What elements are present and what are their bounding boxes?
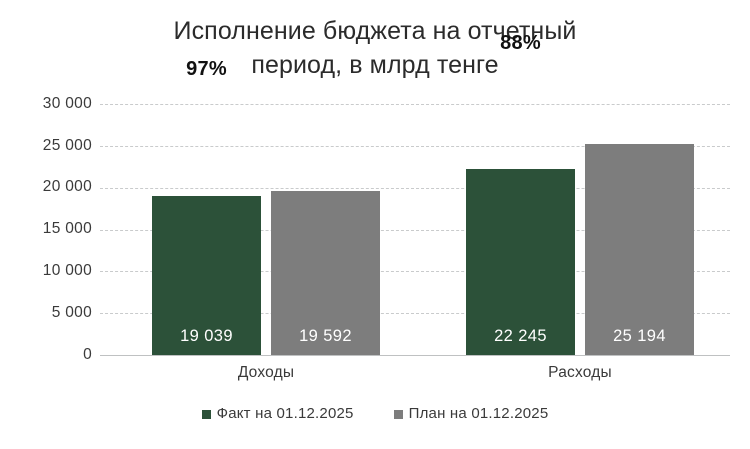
gridline-10000: [100, 271, 730, 272]
bar-value-dohody-plan: 19 592: [299, 327, 352, 345]
bar-dohody-plan[interactable]: 19 592: [271, 191, 380, 355]
legend-item-plan[interactable]: План на 01.12.2025: [393, 405, 549, 422]
gridline-25000: [100, 146, 730, 147]
y-axis-tick-0: 0: [83, 346, 92, 363]
legend-label-plan: План на 01.12.2025: [408, 405, 549, 422]
legend-swatch-fact-icon: [201, 409, 211, 419]
bar-rashody-plan[interactable]: 25 194: [585, 144, 694, 355]
axis-baseline: [100, 355, 730, 356]
bar-dohody-fact[interactable]: 19 039: [152, 196, 261, 355]
gridline-30000: [100, 104, 730, 105]
y-axis-tick-10000: 10 000: [42, 262, 92, 279]
bar-value-dohody-fact: 19 039: [180, 327, 233, 345]
bar-rashody-fact[interactable]: 22 245: [466, 169, 575, 355]
legend-label-fact: Факт на 01.12.2025: [216, 405, 354, 422]
y-axis-tick-20000: 20 000: [42, 178, 92, 195]
legend-swatch-plan-icon: [393, 409, 403, 419]
gridline-20000: [100, 188, 730, 189]
chart-legend: Факт на 01.12.2025 План на 01.12.2025: [0, 405, 750, 422]
annotation-dohody-percent: 97%: [186, 58, 227, 80]
gridline-15000: [100, 230, 730, 231]
y-axis-tick-15000: 15 000: [42, 220, 92, 237]
bar-value-rashody-fact: 22 245: [494, 327, 547, 345]
chart-title: Исполнение бюджета на отчетный период, в…: [173, 17, 577, 79]
x-axis-category-rashody: Расходы: [548, 364, 612, 381]
annotation-rashody-percent: 88%: [500, 32, 541, 54]
gridline-5000: [100, 313, 730, 314]
legend-item-fact[interactable]: Факт на 01.12.2025: [201, 405, 354, 422]
y-axis-tick-30000: 30 000: [42, 95, 92, 112]
plot-area: 19 039 19 592 97% 22 245 25 194 88%: [100, 32, 730, 356]
y-axis: 30 000 25 000 20 000 15 000 10 000 5 000…: [0, 95, 92, 363]
y-axis-tick-5000: 5 000: [51, 304, 92, 321]
x-axis-category-dohody: Доходы: [237, 364, 295, 381]
bar-value-rashody-plan: 25 194: [613, 327, 666, 345]
y-axis-tick-25000: 25 000: [42, 137, 92, 154]
